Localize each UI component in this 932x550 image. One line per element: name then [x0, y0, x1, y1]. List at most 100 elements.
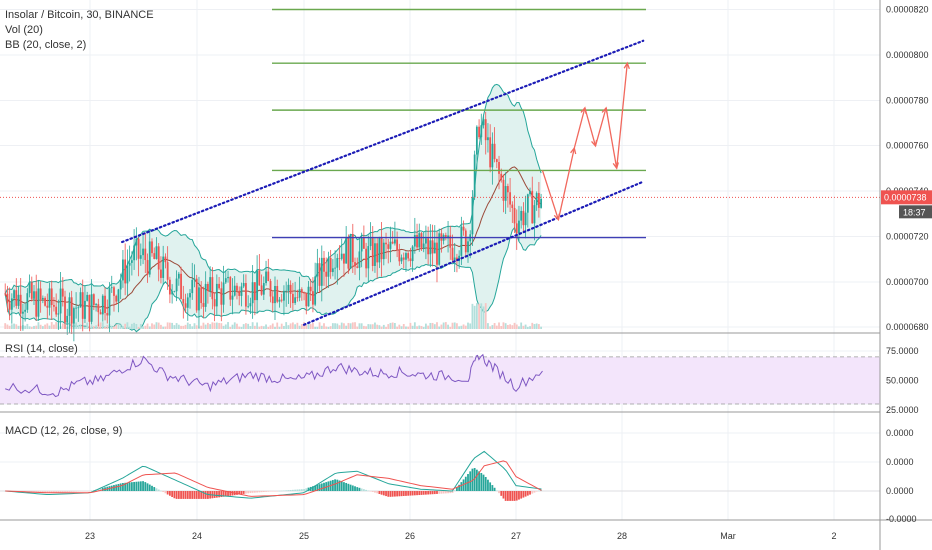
volume-bar	[133, 322, 136, 329]
macd-histogram-bar	[44, 491, 46, 493]
candle-body	[157, 246, 160, 270]
candle-body	[283, 290, 285, 301]
macd-histogram-bar	[529, 491, 531, 495]
channel-lines[interactable]	[120, 39, 645, 326]
volume-bar	[402, 324, 405, 329]
candle-body	[258, 270, 261, 286]
macd-histogram-bar	[296, 489, 299, 491]
macd-histogram-bar	[522, 491, 525, 498]
projection-path[interactable]	[541, 61, 630, 222]
macd-histogram-bar	[218, 491, 220, 498]
macd-histogram-bar	[305, 488, 308, 491]
candle-body	[115, 295, 118, 302]
volume-bar	[495, 325, 498, 329]
volume-bar	[475, 303, 478, 329]
time-tick-label: 28	[617, 531, 627, 541]
channel-line	[120, 39, 645, 244]
candle-body	[500, 173, 503, 180]
volume-bar	[218, 322, 220, 329]
candle-body	[480, 125, 483, 138]
candle-body	[204, 283, 207, 307]
volume-bar	[41, 326, 44, 329]
macd-histogram-bar	[162, 491, 165, 493]
volume-bar	[148, 326, 151, 329]
macd-histogram-bar	[267, 491, 270, 492]
candle-body	[182, 298, 185, 304]
macd-histogram-bar	[369, 491, 372, 492]
candle-body	[537, 193, 540, 208]
volume-bar	[256, 322, 259, 329]
candle-body	[360, 238, 363, 252]
macd-histogram-bar	[271, 491, 274, 492]
volume-bar	[231, 324, 234, 329]
candle-body	[522, 210, 525, 226]
volume-bar	[153, 324, 156, 329]
macd-histogram-bar	[37, 491, 40, 493]
candle-body	[518, 220, 520, 234]
candle-body	[427, 238, 430, 255]
rsi-tick-label: 75.0000	[886, 346, 919, 356]
volume-bar	[84, 326, 86, 329]
volume-bar	[247, 323, 250, 329]
macd-histogram-bar	[380, 491, 383, 495]
macd-histogram-bar	[171, 491, 174, 497]
volume-bar	[180, 325, 182, 329]
volume-bar	[509, 324, 511, 329]
macd-histogram-bar	[367, 490, 370, 492]
rsi-tick-label: 50.0000	[886, 375, 919, 385]
candle-body	[367, 246, 370, 269]
candle-body	[387, 244, 390, 249]
volume-bar	[260, 325, 263, 329]
candle-body	[515, 223, 518, 234]
candle-body	[478, 126, 480, 138]
projection-segment	[541, 170, 560, 220]
volume-bar	[484, 303, 487, 329]
volume-bar	[6, 324, 9, 329]
candle-body	[531, 190, 534, 224]
candle-body	[247, 306, 250, 308]
macd-histogram-bar	[362, 489, 365, 491]
volume-bar	[200, 325, 203, 329]
volume-bars	[4, 303, 543, 329]
macd-histogram-bar	[343, 482, 345, 491]
projection-segment	[557, 147, 575, 220]
candle-body	[113, 287, 115, 296]
volume-bar	[493, 323, 496, 329]
candle-body	[133, 245, 136, 261]
macd-histogram-bar	[405, 491, 407, 496]
candle-body	[436, 242, 438, 265]
macd-histogram-bar	[480, 472, 483, 491]
horizontal-levels[interactable]	[0, 8, 880, 239]
candle-body	[222, 282, 225, 305]
time-tick-label: 27	[511, 531, 521, 541]
time-tick-label: 23	[85, 531, 95, 541]
candle-body	[349, 234, 352, 269]
candle-body	[84, 300, 86, 319]
macd-histogram-bar	[489, 482, 492, 491]
volume-bar	[287, 325, 290, 329]
macd-histogram-bar	[300, 489, 303, 491]
candle-body	[491, 143, 494, 168]
volume-bar	[278, 326, 281, 329]
volume-bar	[128, 326, 131, 329]
candle-body	[391, 241, 394, 244]
volume-bar	[90, 325, 93, 329]
volume-bar	[289, 323, 292, 329]
macd-histogram-bar	[409, 491, 412, 496]
macd-histogram-bar	[39, 491, 42, 493]
rsi-tick-label: 25.0000	[886, 405, 919, 415]
macd-histogram-bar	[113, 485, 115, 491]
candle-body	[329, 257, 332, 273]
candle-body	[151, 241, 153, 254]
macd-histogram-bar	[453, 490, 456, 491]
volume-bar	[189, 323, 191, 329]
volume-bar	[369, 324, 372, 329]
candle-body	[55, 306, 58, 315]
candle-body	[184, 303, 187, 308]
volume-bar	[204, 324, 207, 329]
candle-body	[451, 247, 454, 261]
macd-histogram-bar	[340, 481, 343, 491]
macd-histogram-bar	[487, 479, 489, 491]
volume-bar	[13, 323, 15, 329]
